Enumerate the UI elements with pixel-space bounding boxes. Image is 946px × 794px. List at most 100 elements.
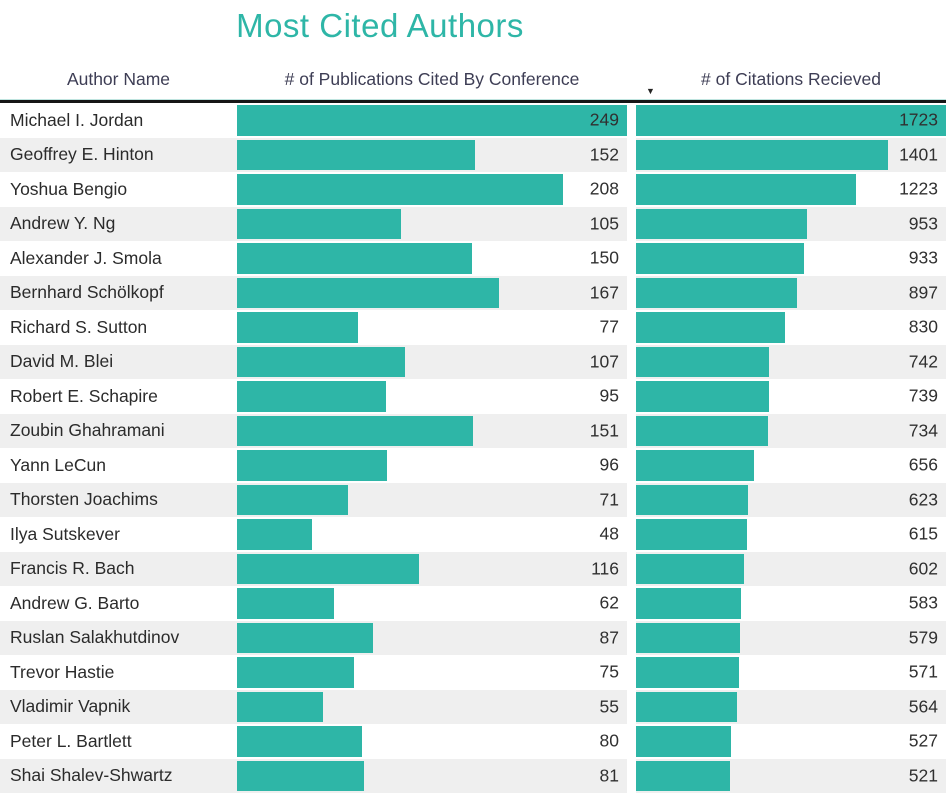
- publications-value: 81: [599, 765, 619, 786]
- table-row[interactable]: Zoubin Ghahramani 151 734: [0, 413, 946, 449]
- publications-bar: [237, 760, 364, 791]
- column-gap: [627, 724, 636, 759]
- publications-cell: 62: [237, 586, 627, 621]
- publications-value: 77: [599, 316, 619, 337]
- citations-value: 897: [908, 282, 938, 303]
- author-name-cell: Yoshua Bengio: [10, 178, 128, 199]
- citations-value: 1723: [899, 109, 938, 130]
- column-gap: [627, 103, 636, 138]
- author-name-cell: Shai Shalev-Shwartz: [10, 765, 173, 786]
- citations-value: 521: [908, 765, 938, 786]
- publications-bar: [237, 415, 474, 446]
- publications-value: 167: [589, 282, 619, 303]
- table-row[interactable]: Alexander J. Smola 150 933: [0, 241, 946, 276]
- table-row[interactable]: Geoffrey E. Hinton 152 1401: [0, 137, 946, 172]
- column-header-citations[interactable]: # of Citations Recieved ▼: [636, 61, 946, 96]
- publications-cell: 87: [237, 621, 627, 656]
- citations-cell: 739: [636, 379, 946, 414]
- publications-bar: [237, 657, 355, 688]
- citations-bar: [636, 208, 808, 239]
- publications-value: 105: [589, 213, 619, 234]
- table-row[interactable]: Michael I. Jordan 249 1723: [0, 103, 946, 138]
- publications-cell: 167: [237, 276, 627, 311]
- table-row[interactable]: Thorsten Joachims 71 623: [0, 482, 946, 518]
- table-row[interactable]: Ruslan Salakhutdinov 87 579: [0, 620, 946, 656]
- publications-bar: [237, 139, 476, 170]
- publications-cell: 81: [237, 759, 627, 794]
- citations-bar: [636, 139, 889, 170]
- publications-value: 152: [589, 144, 619, 165]
- citations-cell: 583: [636, 586, 946, 621]
- citations-value: 623: [908, 489, 938, 510]
- citations-cell: 897: [636, 276, 946, 311]
- author-name-cell: Yann LeCun: [10, 454, 107, 475]
- publications-cell: 80: [237, 724, 627, 759]
- author-name-cell: Michael I. Jordan: [10, 109, 144, 130]
- table-header: Author Name # of Publications Cited By C…: [0, 52, 946, 100]
- column-gap: [627, 689, 636, 724]
- publications-cell: 71: [237, 483, 627, 518]
- citations-cell: 830: [636, 310, 946, 345]
- publications-value: 62: [599, 592, 619, 613]
- author-name-cell: Thorsten Joachims: [10, 489, 158, 510]
- citations-bar: [636, 277, 798, 308]
- table-row[interactable]: Robert E. Schapire 95 739: [0, 379, 946, 414]
- publications-bar: [237, 243, 472, 274]
- citations-bar: [636, 622, 741, 653]
- table-row[interactable]: Bernhard Schölkopf 167 897: [0, 275, 946, 311]
- author-name-cell: Trevor Hastie: [10, 661, 115, 682]
- publications-value: 80: [599, 730, 619, 751]
- table-row[interactable]: Francis R. Bach 116 602: [0, 551, 946, 587]
- citations-bar: [636, 450, 755, 481]
- citations-value: 527: [908, 730, 938, 751]
- author-name-cell: Peter L. Bartlett: [10, 730, 132, 751]
- citations-value: 579: [908, 627, 938, 648]
- publications-bar: [237, 174, 563, 205]
- table-row[interactable]: Yoshua Bengio 208 1223: [0, 172, 946, 207]
- table-row[interactable]: Trevor Hastie 75 571: [0, 655, 946, 690]
- citations-cell: 656: [636, 448, 946, 483]
- citations-bar: [636, 312, 786, 343]
- column-header-publications[interactable]: # of Publications Cited By Conference: [284, 69, 580, 89]
- publications-bar: [237, 346, 405, 377]
- table-row[interactable]: David M. Blei 107 742: [0, 344, 946, 380]
- citations-value: 739: [908, 385, 938, 406]
- citations-cell: 602: [636, 552, 946, 587]
- citations-value: 602: [908, 558, 938, 579]
- publications-cell: 107: [237, 345, 627, 380]
- citations-cell: 933: [636, 241, 946, 276]
- citations-bar: [636, 415, 769, 446]
- author-name-cell: Ilya Sutskever: [10, 523, 120, 544]
- publications-value: 208: [589, 178, 619, 199]
- table-row[interactable]: Richard S. Sutton 77 830: [0, 310, 946, 345]
- column-header-author[interactable]: Author Name: [66, 69, 171, 89]
- citations-bar: [636, 484, 749, 515]
- publications-cell: 77: [237, 310, 627, 345]
- author-name-cell: Ruslan Salakhutdinov: [10, 627, 180, 648]
- table-row[interactable]: Andrew Y. Ng 105 953: [0, 206, 946, 242]
- table-row[interactable]: Peter L. Bartlett 80 527: [0, 724, 946, 759]
- citations-bar: [636, 346, 770, 377]
- citations-cell: 953: [636, 207, 946, 242]
- column-gap: [627, 379, 636, 414]
- citations-bar: [636, 760, 730, 791]
- table-row[interactable]: Ilya Sutskever 48 615: [0, 517, 946, 552]
- table-row[interactable]: Vladimir Vapnik 55 564: [0, 689, 946, 724]
- author-name-cell: Richard S. Sutton: [10, 316, 148, 337]
- publications-bar: [237, 691, 324, 722]
- citations-bar: [636, 657, 739, 688]
- column-gap: [627, 206, 636, 241]
- author-name-cell: Vladimir Vapnik: [10, 696, 131, 717]
- column-gap: [627, 551, 636, 586]
- citations-cell: 1723: [636, 103, 946, 138]
- table-row[interactable]: Shai Shalev-Shwartz 81 521: [0, 758, 946, 794]
- publications-bar: [237, 726, 363, 757]
- table-row[interactable]: Andrew G. Barto 62 583: [0, 586, 946, 621]
- author-name-cell: Geoffrey E. Hinton: [10, 144, 154, 165]
- table-row[interactable]: Yann LeCun 96 656: [0, 448, 946, 483]
- citations-cell: 734: [636, 414, 946, 449]
- citations-bar: [636, 726, 731, 757]
- sort-descending-icon[interactable]: ▼: [646, 86, 655, 96]
- author-name-cell: Zoubin Ghahramani: [10, 420, 165, 441]
